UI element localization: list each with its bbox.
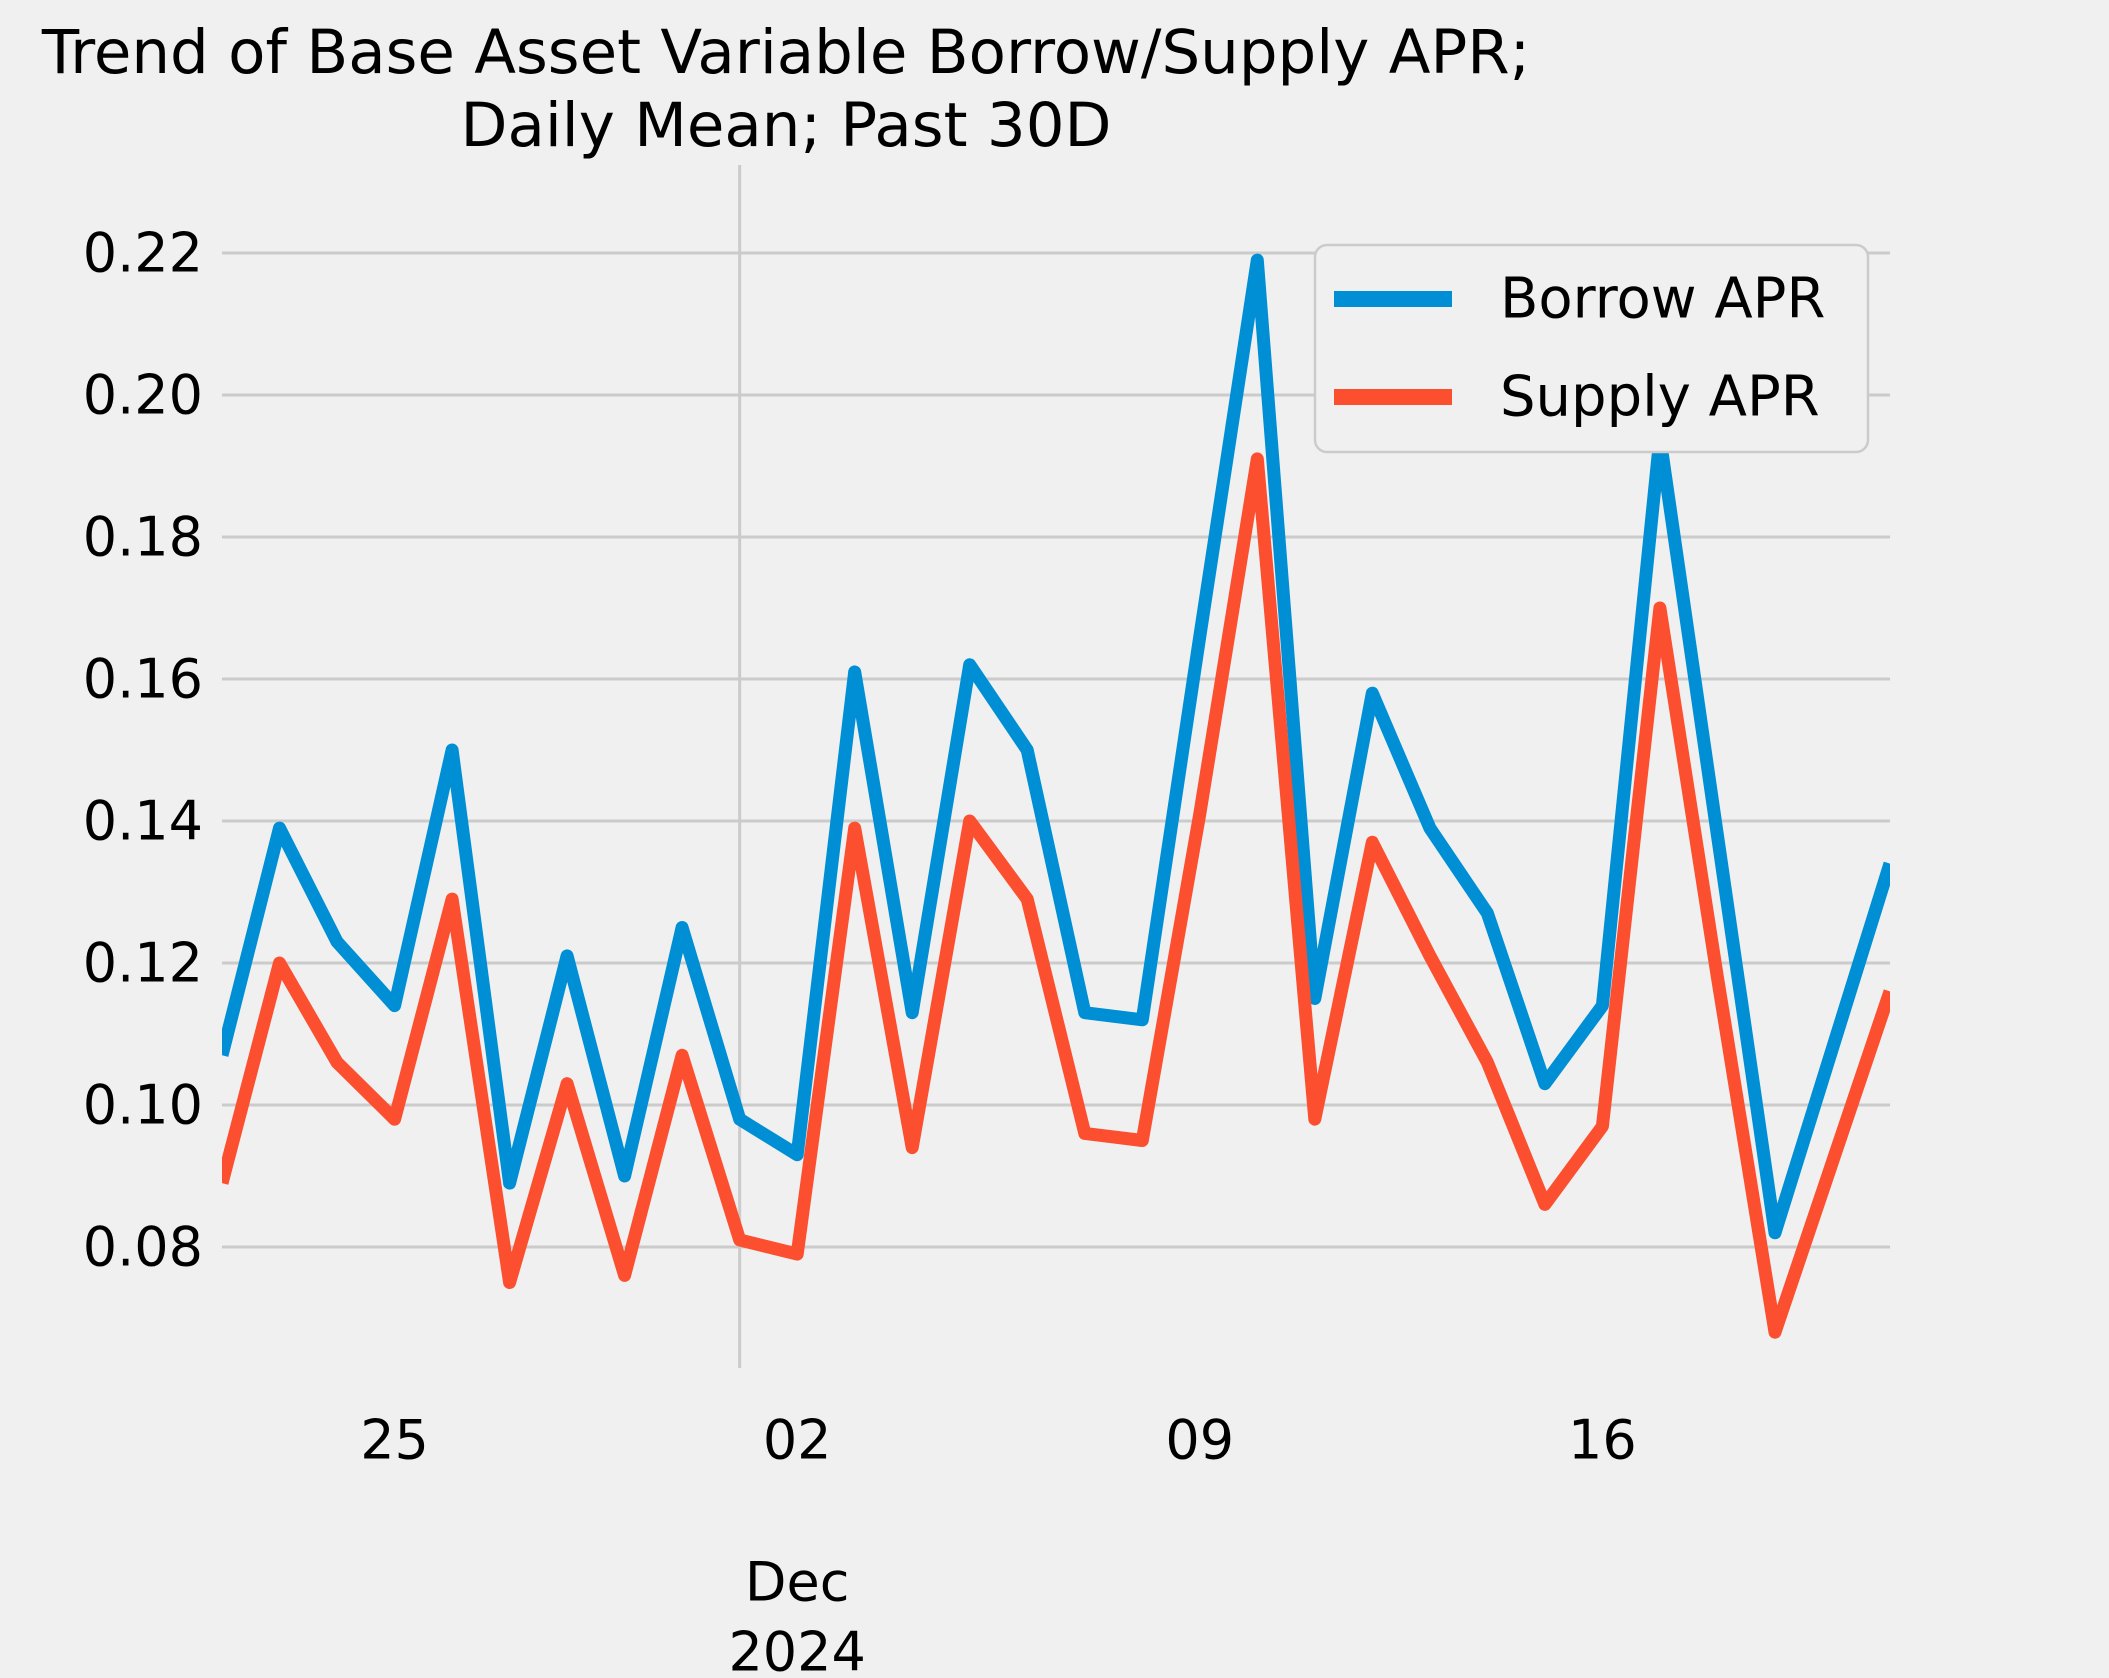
chart-title: Trend of Base Asset Variable Borrow/Supp… xyxy=(0,16,1572,162)
legend-label: Supply APR xyxy=(1500,365,1820,430)
y-tick-label: 0.10 xyxy=(83,1074,203,1137)
y-tick-label: 0.22 xyxy=(83,222,203,285)
x-axis-month-label: Dec xyxy=(745,1551,850,1614)
y-tick-label: 0.12 xyxy=(83,932,203,995)
x-tick-label: 25 xyxy=(360,1409,429,1472)
y-tick-label: 0.08 xyxy=(83,1216,203,1279)
x-tick-label: 09 xyxy=(1165,1409,1234,1472)
x-axis-year-label: 2024 xyxy=(728,1621,865,1678)
x-tick-label: 02 xyxy=(763,1409,832,1472)
x-tick-label: 16 xyxy=(1568,1409,1637,1472)
y-tick-label: 0.16 xyxy=(83,648,203,711)
legend-label: Borrow APR xyxy=(1500,267,1825,332)
y-tick-label: 0.20 xyxy=(83,364,203,427)
borrow-apr-line xyxy=(222,253,1890,1240)
y-tick-label: 0.18 xyxy=(83,506,203,569)
supply-apr-line xyxy=(222,452,1890,1339)
chart-title-line2: Daily Mean; Past 30D xyxy=(460,90,1112,161)
y-tick-label: 0.14 xyxy=(83,790,203,853)
chart-title-line1: Trend of Base Asset Variable Borrow/Supp… xyxy=(41,17,1531,88)
legend-box xyxy=(1313,243,1870,454)
